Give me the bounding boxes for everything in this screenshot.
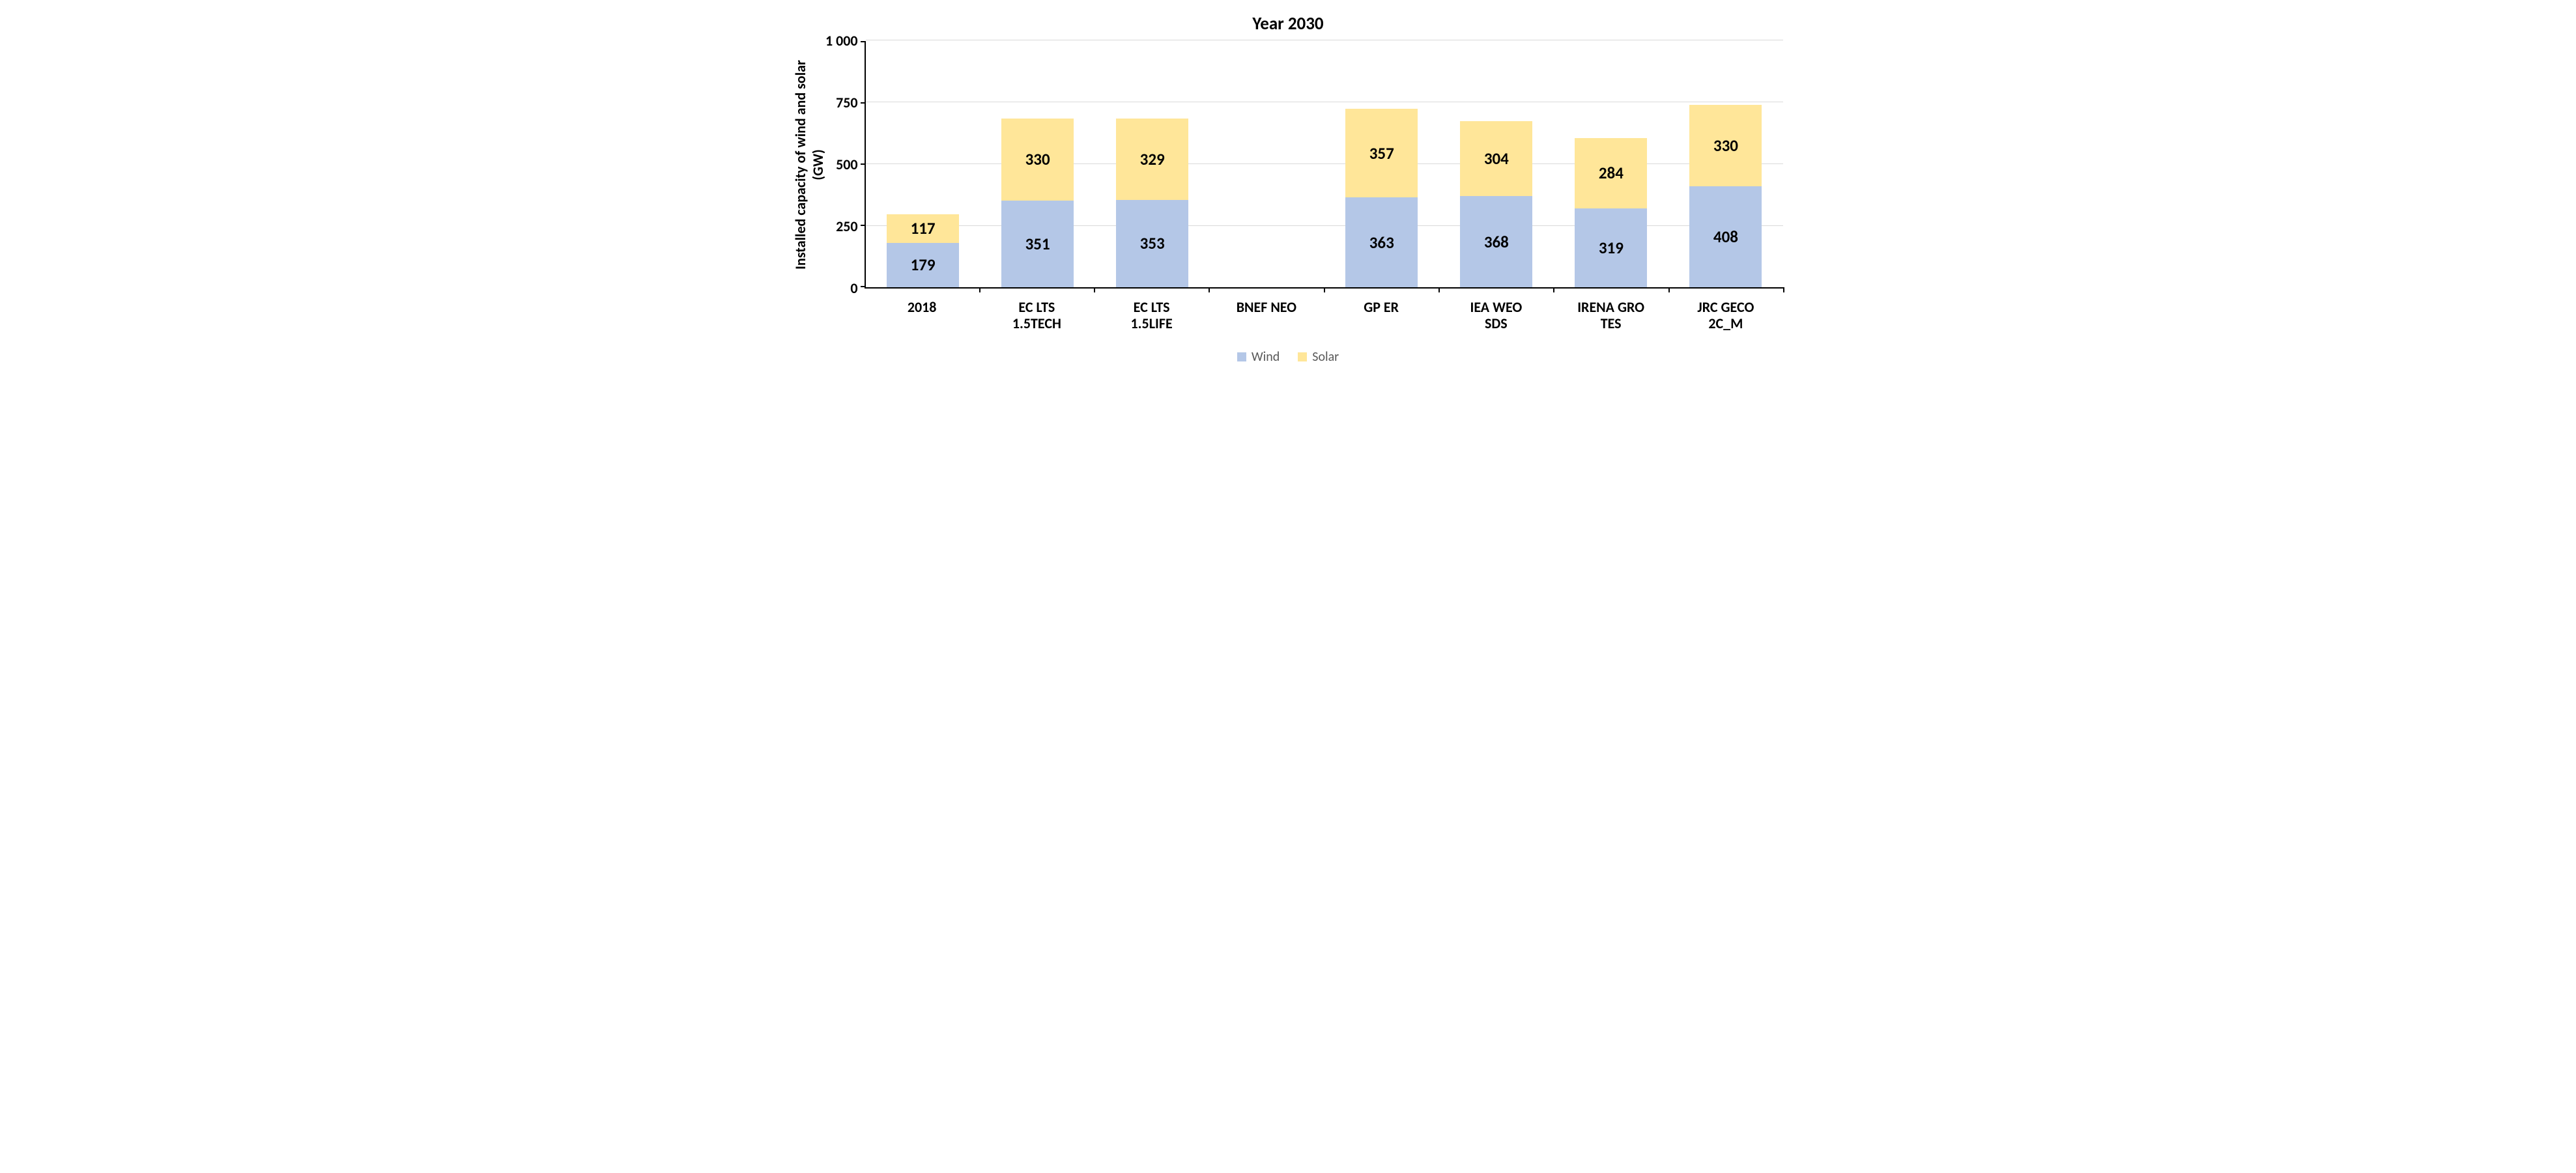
solar-value-label: 117 (911, 218, 936, 238)
wind-segment: 353 (1116, 200, 1188, 287)
y-axis-ticks: 1 0007505002500 (825, 41, 865, 289)
wind-segment: 179 (887, 243, 959, 287)
solar-segment: 330 (1689, 105, 1762, 186)
wind-segment: 351 (1001, 201, 1074, 287)
stacked-bar: 353 329 (1116, 119, 1188, 287)
wind-swatch (1237, 352, 1246, 361)
chart-title: Year 2030 (793, 13, 1783, 35)
wind-segment: 363 (1345, 197, 1418, 287)
solar-swatch (1298, 352, 1307, 361)
bar-slot: 353 329 (1095, 41, 1210, 287)
bar-slot: 319 284 (1554, 41, 1668, 287)
wind-value-label: 363 (1369, 233, 1394, 253)
x-axis-tick-end (1783, 287, 1784, 292)
stacked-bar: 368 304 (1460, 121, 1532, 287)
bar-slot: 368 304 (1439, 41, 1554, 287)
bar-slot: 363 357 (1324, 41, 1439, 287)
solar-value-label: 329 (1140, 149, 1165, 169)
stacked-bar: 179 117 (887, 214, 959, 287)
legend-label: Wind (1252, 349, 1280, 365)
solar-value-label: 304 (1484, 148, 1509, 169)
x-axis-category-label: IRENA GRO TES (1554, 299, 1668, 332)
x-axis-category-label: EC LTS 1.5LIFE (1095, 299, 1209, 332)
bar-slot: 408 330 (1668, 41, 1783, 287)
x-axis-category-label: IEA WEO SDS (1438, 299, 1553, 332)
x-axis-category-label: EC LTS 1.5TECH (979, 299, 1094, 332)
y-axis-label: Installed capacity of wind and solar (GW… (792, 60, 827, 270)
x-axis-category-label: GP ER (1324, 299, 1438, 332)
wind-segment: 408 (1689, 186, 1762, 287)
wind-value-label: 408 (1713, 227, 1738, 247)
wind-value-label: 179 (911, 255, 936, 275)
bar-slot: 179 117 (866, 41, 980, 287)
wind-value-label: 319 (1599, 238, 1624, 258)
x-axis-category-label: 2018 (865, 299, 979, 332)
x-axis-category-label: JRC GECO 2C_M (1668, 299, 1783, 332)
x-axis-tick-marks (866, 287, 1783, 292)
solar-value-label: 284 (1599, 163, 1624, 183)
wind-segment: 368 (1460, 196, 1532, 287)
y-axis-label-column: Installed capacity of wind and solar (GW… (793, 41, 825, 289)
wind-segment: 319 (1575, 208, 1647, 287)
spacer (825, 289, 865, 332)
wind-value-label: 351 (1025, 234, 1050, 254)
legend-label: Solar (1312, 349, 1339, 365)
plot-area: 179 117 351 330 353 329 363 357 368 304 319 284 408 3… (865, 41, 1783, 289)
solar-segment: 117 (887, 214, 959, 243)
solar-value-label: 357 (1369, 143, 1394, 163)
x-axis-labels: 2018EC LTS 1.5TECHEC LTS 1.5LIFEBNEF NEO… (865, 299, 1783, 332)
bar-slot (1210, 41, 1324, 287)
chart-container: Year 2030 Installed capacity of wind and… (793, 13, 1783, 365)
stacked-bar: 363 357 (1345, 109, 1418, 287)
x-axis-labels-row: 2018EC LTS 1.5TECHEC LTS 1.5LIFEBNEF NEO… (825, 289, 1783, 332)
legend-item-wind: Wind (1237, 349, 1280, 365)
chart-body: Installed capacity of wind and solar (GW… (793, 41, 1783, 289)
legend: Wind Solar (793, 349, 1783, 365)
solar-value-label: 330 (1713, 135, 1738, 156)
wind-value-label: 353 (1140, 233, 1165, 253)
solar-segment: 330 (1001, 119, 1074, 200)
solar-segment: 357 (1345, 109, 1418, 197)
solar-segment: 329 (1116, 119, 1188, 200)
y-axis-tick-marks (861, 41, 866, 287)
legend-item-solar: Solar (1298, 349, 1339, 365)
stacked-bar: 351 330 (1001, 119, 1074, 287)
x-axis-category-label: BNEF NEO (1209, 299, 1324, 332)
stacked-bar: 408 330 (1689, 105, 1762, 287)
solar-segment: 304 (1460, 121, 1532, 197)
bar-slot: 351 330 (980, 41, 1095, 287)
wind-value-label: 368 (1484, 232, 1509, 252)
bars-layer: 179 117 351 330 353 329 363 357 368 304 319 284 408 3… (866, 41, 1783, 287)
stacked-bar: 319 284 (1575, 138, 1647, 287)
solar-value-label: 330 (1025, 149, 1050, 169)
solar-segment: 284 (1575, 138, 1647, 208)
